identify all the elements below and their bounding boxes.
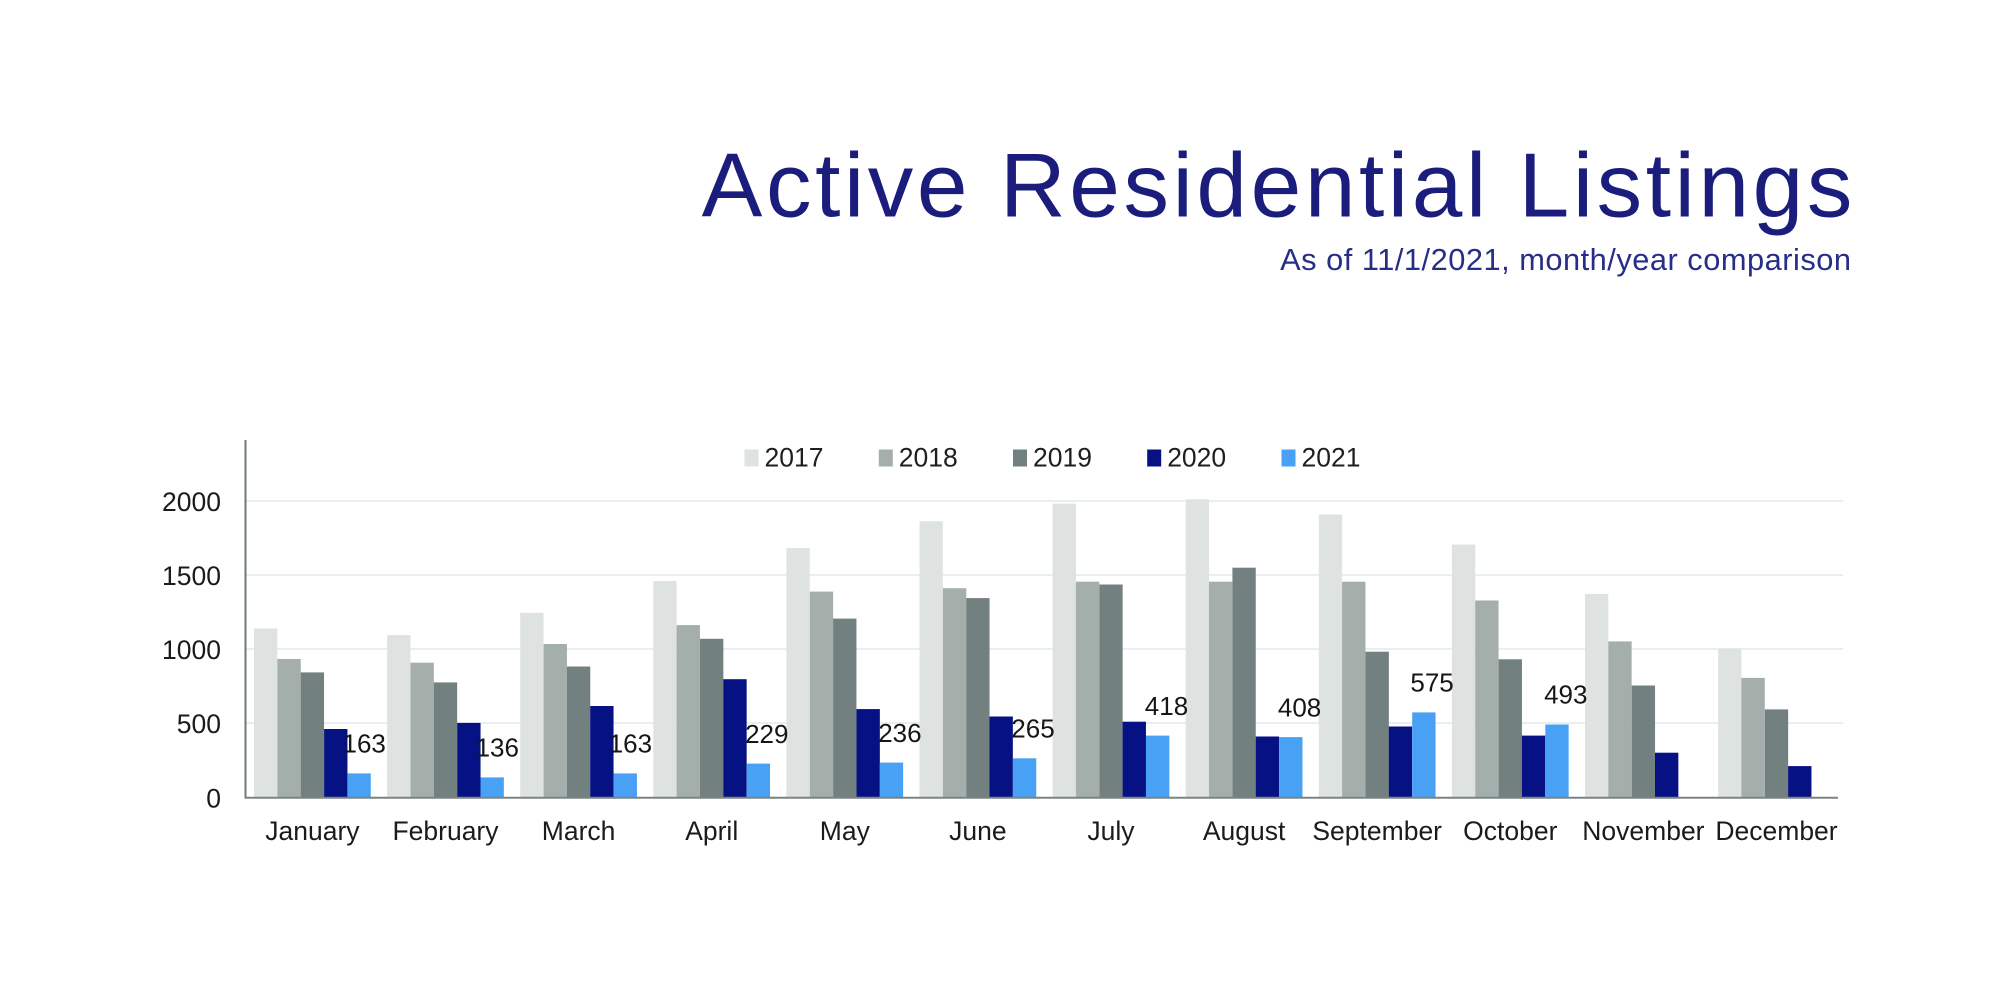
- svg-text:136: 136: [476, 733, 519, 763]
- svg-text:418: 418: [1145, 691, 1188, 721]
- svg-text:November: November: [1582, 816, 1704, 846]
- svg-text:1500: 1500: [162, 561, 221, 591]
- svg-text:September: September: [1312, 816, 1442, 846]
- svg-text:163: 163: [343, 729, 386, 759]
- svg-text:408: 408: [1278, 692, 1321, 722]
- svg-text:1000: 1000: [162, 635, 221, 665]
- svg-text:December: December: [1715, 816, 1837, 846]
- svg-text:March: March: [542, 816, 616, 846]
- svg-text:June: June: [949, 816, 1006, 846]
- svg-text:February: February: [392, 816, 499, 846]
- svg-text:2020: 2020: [1167, 443, 1226, 473]
- svg-text:2000: 2000: [162, 487, 221, 517]
- svg-text:April: April: [685, 816, 738, 846]
- svg-text:265: 265: [1011, 714, 1054, 744]
- svg-text:July: July: [1087, 816, 1135, 846]
- svg-text:500: 500: [177, 709, 221, 739]
- svg-text:0: 0: [206, 783, 221, 813]
- svg-text:August: August: [1203, 816, 1286, 846]
- svg-text:May: May: [820, 816, 871, 846]
- svg-text:2017: 2017: [765, 443, 824, 473]
- svg-text:2021: 2021: [1302, 443, 1361, 473]
- svg-text:January: January: [265, 816, 360, 846]
- svg-text:575: 575: [1410, 668, 1453, 698]
- svg-text:236: 236: [878, 718, 921, 748]
- svg-text:October: October: [1463, 816, 1557, 846]
- svg-text:Active Residential Listings: Active Residential Listings: [702, 136, 1856, 237]
- svg-text:2018: 2018: [899, 443, 958, 473]
- svg-text:163: 163: [609, 729, 652, 759]
- svg-text:229: 229: [745, 719, 788, 749]
- svg-text:As of 11/1/2021, month/year co: As of 11/1/2021, month/year comparison: [1280, 242, 1851, 277]
- svg-text:2019: 2019: [1033, 443, 1092, 473]
- svg-text:493: 493: [1544, 680, 1587, 710]
